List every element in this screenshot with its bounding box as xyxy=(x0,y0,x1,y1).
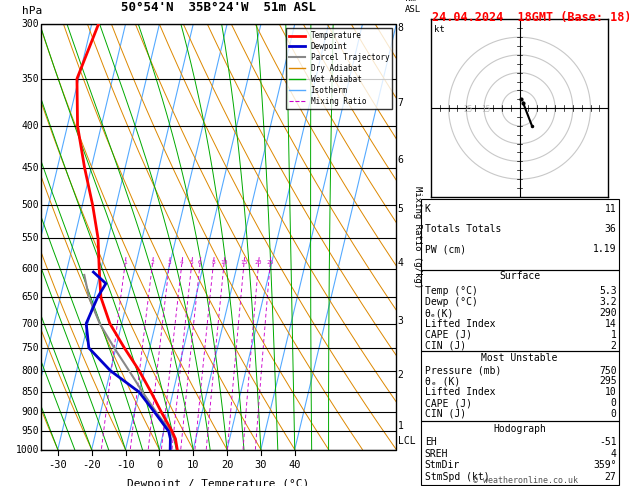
Text: CIN (J): CIN (J) xyxy=(425,341,466,351)
Text: Dewp (°C): Dewp (°C) xyxy=(425,297,477,307)
Text: 950: 950 xyxy=(21,426,39,436)
Text: 14: 14 xyxy=(604,319,616,329)
Text: CAPE (J): CAPE (J) xyxy=(425,330,472,340)
Text: 750: 750 xyxy=(21,343,39,353)
Text: 15: 15 xyxy=(481,104,491,114)
Text: Totals Totals: Totals Totals xyxy=(425,225,501,234)
Text: Mixing Ratio (g/kg): Mixing Ratio (g/kg) xyxy=(413,186,422,288)
Text: 450: 450 xyxy=(21,162,39,173)
Text: 350: 350 xyxy=(21,74,39,84)
Text: 4: 4 xyxy=(180,260,184,265)
Text: 400: 400 xyxy=(21,121,39,131)
Text: 40: 40 xyxy=(289,460,301,470)
Text: 300: 300 xyxy=(21,19,39,29)
Text: 1000: 1000 xyxy=(16,445,39,454)
Text: 24.04.2024  18GMT (Base: 18): 24.04.2024 18GMT (Base: 18) xyxy=(431,11,629,24)
Text: θₑ(K): θₑ(K) xyxy=(425,308,454,318)
Text: 27: 27 xyxy=(604,471,616,482)
Text: © weatheronline.co.uk: © weatheronline.co.uk xyxy=(473,475,577,485)
Text: CAPE (J): CAPE (J) xyxy=(425,398,472,408)
Text: 5.3: 5.3 xyxy=(599,286,616,296)
Text: 550: 550 xyxy=(21,233,39,243)
Text: Pressure (mb): Pressure (mb) xyxy=(425,365,501,376)
Text: Surface: Surface xyxy=(499,271,540,281)
Text: 25: 25 xyxy=(266,260,274,265)
Text: 36: 36 xyxy=(604,225,616,234)
Text: 800: 800 xyxy=(21,366,39,376)
Text: LCL: LCL xyxy=(398,435,415,446)
Text: 700: 700 xyxy=(21,318,39,329)
Text: 650: 650 xyxy=(21,293,39,302)
Text: θₑ (K): θₑ (K) xyxy=(425,377,460,386)
Text: 0: 0 xyxy=(611,409,616,419)
Text: PW (cm): PW (cm) xyxy=(425,244,466,255)
Text: 4: 4 xyxy=(611,449,616,459)
Text: 10: 10 xyxy=(187,460,199,470)
Text: -10: -10 xyxy=(116,460,135,470)
Text: 8: 8 xyxy=(211,260,215,265)
Text: Temp (°C): Temp (°C) xyxy=(425,286,477,296)
Text: kt: kt xyxy=(435,25,445,34)
Text: CIN (J): CIN (J) xyxy=(425,409,466,419)
Text: 900: 900 xyxy=(21,407,39,417)
Text: 15: 15 xyxy=(240,260,247,265)
Text: 750: 750 xyxy=(599,365,616,376)
Text: -20: -20 xyxy=(82,460,101,470)
Text: hPa: hPa xyxy=(22,6,43,16)
Text: 2: 2 xyxy=(611,341,616,351)
Text: 11: 11 xyxy=(604,204,616,214)
Text: K: K xyxy=(425,204,430,214)
Text: 7: 7 xyxy=(398,98,403,108)
Text: 10: 10 xyxy=(604,387,616,397)
Text: 290: 290 xyxy=(599,308,616,318)
Legend: Temperature, Dewpoint, Parcel Trajectory, Dry Adiabat, Wet Adiabat, Isotherm, Mi: Temperature, Dewpoint, Parcel Trajectory… xyxy=(286,28,392,109)
Text: 8: 8 xyxy=(398,23,403,33)
Text: 25: 25 xyxy=(464,104,473,114)
Text: 1.19: 1.19 xyxy=(593,244,616,255)
Text: 20: 20 xyxy=(221,460,233,470)
Text: SREH: SREH xyxy=(425,449,448,459)
Text: 6: 6 xyxy=(398,155,403,165)
Text: 2: 2 xyxy=(398,370,403,380)
Text: 30: 30 xyxy=(255,460,267,470)
Text: 1: 1 xyxy=(611,330,616,340)
Text: -51: -51 xyxy=(599,437,616,447)
Text: StmDir: StmDir xyxy=(425,460,460,470)
Text: Lifted Index: Lifted Index xyxy=(425,319,495,329)
Text: 6: 6 xyxy=(198,260,202,265)
Text: 3.2: 3.2 xyxy=(599,297,616,307)
Text: 20: 20 xyxy=(255,260,262,265)
Text: 4: 4 xyxy=(398,258,403,268)
Text: 3: 3 xyxy=(398,316,403,326)
Text: EH: EH xyxy=(425,437,437,447)
Text: 10: 10 xyxy=(220,260,228,265)
Text: Hodograph: Hodograph xyxy=(493,424,546,434)
Text: Dewpoint / Temperature (°C): Dewpoint / Temperature (°C) xyxy=(128,479,309,486)
Text: -30: -30 xyxy=(48,460,67,470)
Text: 2: 2 xyxy=(150,260,154,265)
Text: km
ASL: km ASL xyxy=(404,0,421,14)
Text: 359°: 359° xyxy=(593,460,616,470)
Text: 295: 295 xyxy=(599,377,616,386)
Text: 1: 1 xyxy=(398,421,403,431)
Text: 5: 5 xyxy=(189,260,193,265)
Text: 5: 5 xyxy=(398,204,403,214)
Text: 600: 600 xyxy=(21,264,39,274)
Text: Most Unstable: Most Unstable xyxy=(481,353,558,363)
Text: 3: 3 xyxy=(167,260,171,265)
Text: 500: 500 xyxy=(21,200,39,210)
Text: 0: 0 xyxy=(156,460,162,470)
Text: 50°54'N  35B°24'W  51m ASL: 50°54'N 35B°24'W 51m ASL xyxy=(121,0,316,14)
Text: 0: 0 xyxy=(611,398,616,408)
Text: Lifted Index: Lifted Index xyxy=(425,387,495,397)
Text: StmSpd (kt): StmSpd (kt) xyxy=(425,471,489,482)
Text: 1: 1 xyxy=(123,260,126,265)
Text: 850: 850 xyxy=(21,387,39,397)
